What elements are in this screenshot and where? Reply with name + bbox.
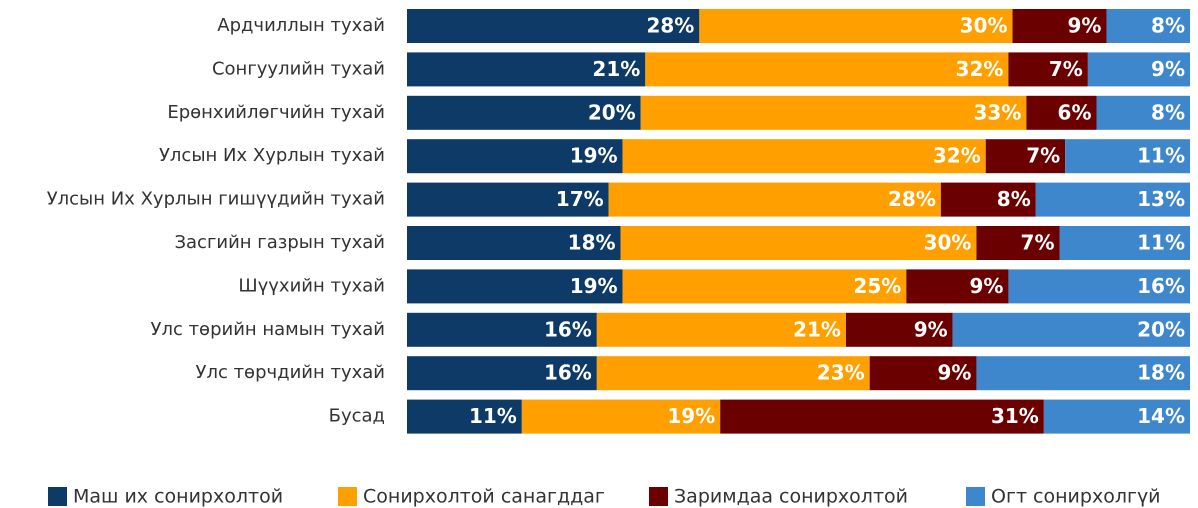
- bar-segment: [869, 356, 977, 391]
- bar-segment: [1059, 226, 1190, 260]
- bar-segment: [407, 312, 597, 347]
- bar-segment: [1026, 95, 1097, 130]
- category-label: Ардчиллын тухай: [217, 15, 385, 36]
- value-label: 21%: [793, 317, 841, 341]
- value-label: 11%: [1137, 144, 1185, 168]
- value-label: 28%: [646, 14, 694, 38]
- category-label: Сонгуулийн тухай: [212, 58, 385, 79]
- bar-segment: [407, 9, 700, 43]
- value-label: 31%: [991, 404, 1039, 428]
- value-label: 20%: [588, 100, 636, 124]
- bar-segment: [407, 182, 609, 217]
- value-label: 18%: [1137, 361, 1185, 385]
- legend-swatch: [48, 487, 67, 506]
- value-label: 9%: [937, 361, 971, 385]
- value-label: 7%: [1049, 57, 1083, 81]
- category-label: Улс төрийн намын тухай: [150, 319, 385, 340]
- value-label: 8%: [997, 187, 1031, 211]
- value-label: 19%: [570, 274, 618, 298]
- bar-segment: [1106, 9, 1190, 43]
- bar-segment: [720, 399, 1044, 434]
- category-label: Засгийн газрын тухай: [174, 232, 385, 253]
- value-label: 11%: [1137, 231, 1185, 255]
- bar-segment: [1008, 52, 1088, 87]
- category-label: Улс төрчдийн тухай: [195, 362, 385, 383]
- legend-label: Заримдаа сонирхолтой: [674, 486, 908, 508]
- value-label: 14%: [1137, 404, 1185, 428]
- value-label: 9%: [969, 274, 1003, 298]
- bar-segment: [407, 226, 621, 260]
- bar-segment: [1012, 9, 1107, 43]
- value-label: 32%: [956, 57, 1004, 81]
- category-label: Улсын Их Хурлын гишүүдийн тухай: [47, 189, 385, 210]
- value-label: 19%: [667, 404, 715, 428]
- category-label: Бусад: [329, 406, 385, 427]
- bar-segment: [645, 52, 1009, 87]
- bar-segment: [596, 312, 846, 347]
- value-label: 23%: [817, 361, 865, 385]
- value-label: 8%: [1151, 14, 1185, 38]
- legend-swatch: [338, 487, 357, 506]
- bar-segment: [407, 95, 641, 130]
- bar-segment: [407, 269, 623, 304]
- bar-segment: [620, 226, 977, 260]
- value-label: 9%: [914, 317, 948, 341]
- value-label: 30%: [960, 14, 1008, 38]
- bar-segment: [608, 182, 941, 217]
- value-label: 30%: [924, 231, 972, 255]
- bar-segment: [622, 269, 907, 304]
- value-label: 9%: [1151, 57, 1185, 81]
- bar-segment: [407, 139, 623, 174]
- value-label: 33%: [974, 100, 1022, 124]
- bar-segment: [1035, 182, 1190, 217]
- bar-segment: [622, 139, 986, 174]
- value-label: 18%: [568, 231, 616, 255]
- bar-segment: [407, 399, 522, 434]
- bar-segment: [906, 269, 1009, 304]
- value-label: 20%: [1137, 317, 1185, 341]
- value-label: 32%: [933, 144, 981, 168]
- value-label: 7%: [1026, 144, 1060, 168]
- legend-label: Маш их сонирхолтой: [73, 486, 283, 508]
- value-label: 9%: [1068, 14, 1102, 38]
- category-label: Ерөнхийлөгчийн тухай: [167, 102, 385, 123]
- bar-segment: [640, 95, 1027, 130]
- legend-label: Сонирхолтой санагддаг: [363, 486, 605, 508]
- value-label: 7%: [1021, 231, 1055, 255]
- value-label: 21%: [592, 57, 640, 81]
- value-label: 8%: [1151, 100, 1185, 124]
- value-label: 16%: [1137, 274, 1185, 298]
- value-label: 17%: [556, 187, 604, 211]
- category-label: Шүүхийн тухай: [238, 275, 385, 296]
- bar-segment: [596, 356, 870, 391]
- bar-segment: [1065, 139, 1190, 174]
- legend-swatch: [966, 487, 985, 506]
- bar-segment: [952, 312, 1190, 347]
- bar-segment: [1043, 399, 1190, 434]
- legend-label: Огт сонирхолгүй: [991, 486, 1161, 508]
- bar-segment: [985, 139, 1066, 174]
- bar-segment: [976, 226, 1060, 260]
- value-label: 25%: [853, 274, 901, 298]
- bar-segment: [976, 356, 1190, 391]
- bar-segment: [699, 9, 1013, 43]
- bar-segment: [845, 312, 953, 347]
- value-label: 16%: [544, 361, 592, 385]
- bar-segment: [940, 182, 1036, 217]
- category-label: Улсын Их Хурлын тухай: [159, 145, 385, 166]
- bar-segment: [1087, 52, 1190, 87]
- value-label: 16%: [544, 317, 592, 341]
- bar-segment: [407, 52, 646, 87]
- legend-swatch: [649, 487, 668, 506]
- value-label: 13%: [1137, 187, 1185, 211]
- value-label: 19%: [570, 144, 618, 168]
- value-label: 28%: [888, 187, 936, 211]
- bar-segment: [1008, 269, 1190, 304]
- value-label: 6%: [1058, 100, 1092, 124]
- bar-segment: [1096, 95, 1190, 130]
- bar-segment: [407, 356, 597, 391]
- value-label: 11%: [469, 404, 517, 428]
- bar-segment: [521, 399, 721, 434]
